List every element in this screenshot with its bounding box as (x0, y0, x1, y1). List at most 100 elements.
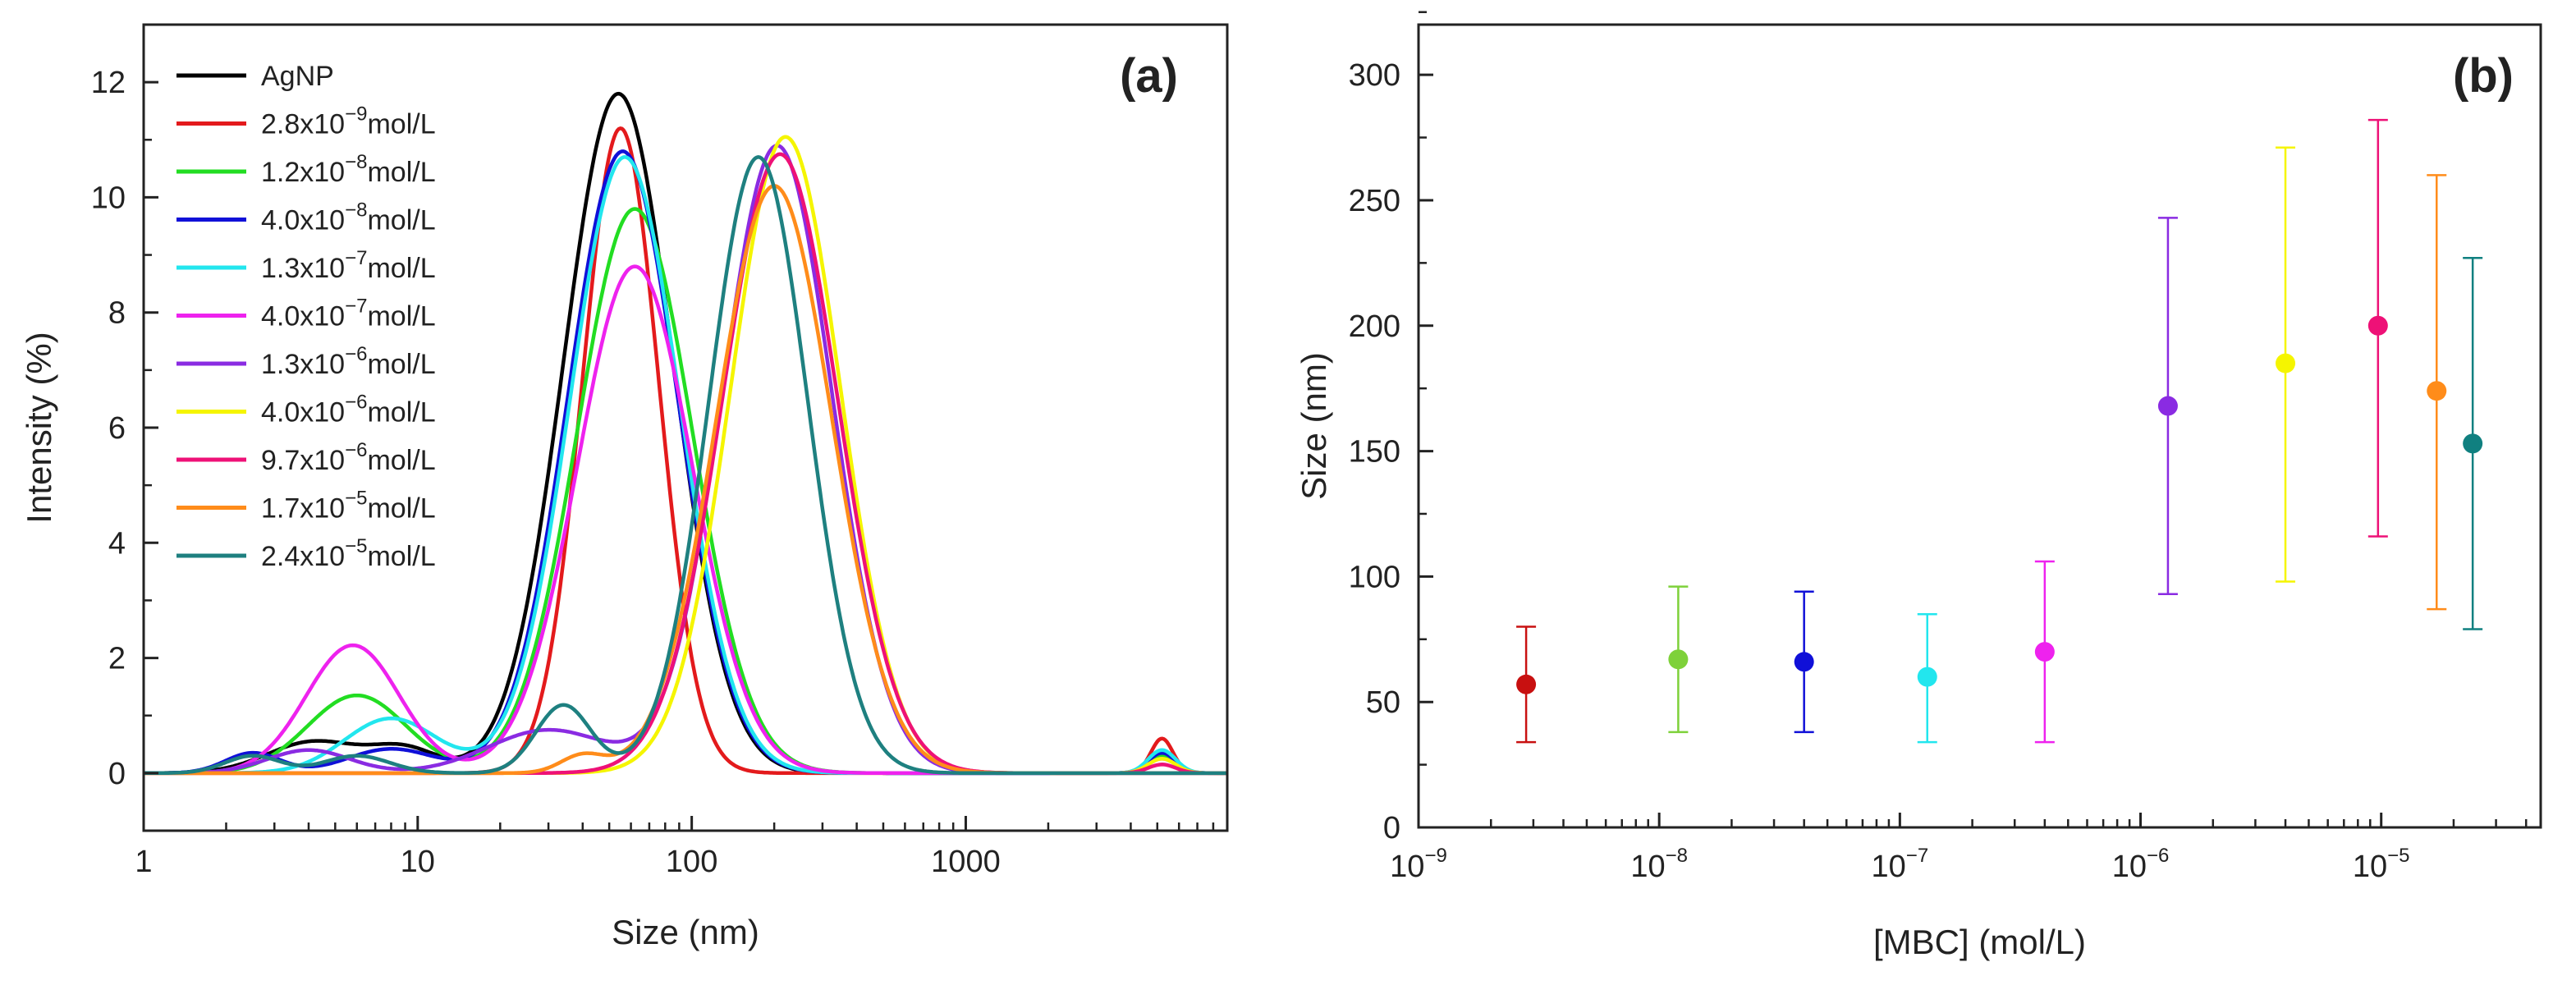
legend-mantissa: 1.3x10 (261, 253, 345, 284)
y-axis-title: Size (nm) (1295, 352, 1333, 500)
y-tick-label: 0 (1383, 811, 1400, 845)
x-tick-label: 100 (666, 845, 717, 879)
y-tick-label: 150 (1349, 435, 1400, 470)
legend-unit: mol/L (367, 109, 435, 140)
y-tick-label: 0 (108, 757, 126, 791)
y-tick-label: 12 (91, 66, 126, 100)
legend-entry-5: 4.0x10−7mol/L (261, 296, 436, 332)
legend-entry-2: 1.2x10−8mol/L (261, 151, 436, 188)
legend-exponent: −7 (345, 247, 367, 269)
x-axis-title: Size (nm) (612, 913, 759, 951)
panel-label-b: (b) (2453, 49, 2514, 103)
y-tick-label: 300 (1349, 58, 1400, 93)
y-tick-label: 50 (1366, 685, 1400, 720)
legend-exponent: −6 (345, 392, 367, 414)
data-point (2034, 642, 2055, 662)
legend-mantissa: 1.2x10 (261, 157, 345, 188)
x-tick-mantissa: 10 (2112, 850, 2147, 884)
panel-a-line-chart: 1 10 100 1000 0 2 4 6 8 10 12 Size (nm) Intensity (%… (20, 23, 1229, 951)
legend-mantissa: 4.0x10 (261, 205, 345, 236)
data-point (2463, 433, 2483, 454)
legend-unit: mol/L (367, 157, 435, 188)
legend-unit: mol/L (367, 301, 435, 332)
panel-label-a: (a) (1120, 49, 1178, 103)
legend-unit: mol/L (367, 349, 435, 380)
x-tick-exponent: −6 (2147, 845, 2169, 867)
y-tick-label: 250 (1349, 184, 1400, 218)
data-point (2427, 381, 2447, 401)
y-axis-title: Intensity (%) (20, 332, 58, 523)
legend-entry-8: 9.7x10−6mol/L (261, 439, 436, 476)
x-tick-label: 1 (135, 845, 152, 879)
y-tick-label: 200 (1349, 309, 1400, 344)
series-lines (144, 91, 1227, 776)
y-tick-label: 2 (108, 642, 126, 676)
legend-mantissa: 4.0x10 (261, 301, 345, 332)
x-tick-exponent: −9 (1424, 845, 1446, 867)
legend-unit: mol/L (367, 541, 435, 572)
legend-exponent: −8 (345, 151, 367, 173)
legend-entry-3: 4.0x10−8mol/L (261, 199, 436, 236)
data-point (1917, 667, 1937, 687)
x-tick-exponent: −5 (2387, 845, 2409, 867)
x-tick-mantissa: 10 (1630, 850, 1665, 884)
data-point (1668, 649, 1689, 670)
x-tick-mantissa: 10 (1872, 850, 1906, 884)
legend-exponent: −6 (345, 439, 367, 461)
data-point-group-3 (1917, 612, 1937, 744)
x-tick-label: 10−9 (1390, 845, 1447, 884)
data-point-group-4 (2034, 560, 2055, 744)
plot-frame-b (1417, 23, 2542, 829)
data-point-group-2 (1794, 590, 1814, 734)
panel-b-scatter-chart: 10−9 10−8 10−7 10−6 10−5050100150200250300[M… (1295, 11, 2542, 961)
legend-entry-7: 4.0x10−6mol/L (261, 392, 436, 428)
x-tick-mantissa: 10 (2353, 850, 2387, 884)
legend-exponent: −7 (345, 296, 367, 318)
data-point-group-9 (2463, 256, 2483, 630)
legend-a: AgNP2.8x10−9mol/L1.2x10−8mol/L4.0x10−8mo… (176, 61, 436, 572)
y-tick-label: 6 (108, 411, 126, 446)
legend-mantissa: 1.7x10 (261, 493, 345, 525)
legend-label: AgNP (261, 61, 334, 92)
series-line-10 (144, 155, 1227, 776)
legend-mantissa: 2.8x10 (261, 109, 345, 140)
data-point-group-1 (1668, 585, 1689, 734)
data-point (1516, 674, 1537, 694)
x-tick-exponent: −7 (1906, 845, 1928, 867)
legend-exponent: −8 (345, 199, 367, 222)
data-point-group-0 (1516, 625, 1537, 744)
legend-exponent: −5 (345, 488, 367, 510)
x-tick-label: 10−5 (2353, 845, 2410, 884)
legend-entry-6: 1.3x10−6mol/L (261, 343, 436, 380)
legend-entry-1: 2.8x10−9mol/L (261, 103, 436, 140)
data-point (1794, 652, 1814, 672)
data-point (2157, 396, 2178, 416)
x-tick-label: 10−7 (1872, 845, 1929, 884)
legend-entry-4: 1.3x10−7mol/L (261, 247, 436, 284)
legend-unit: mol/L (367, 205, 435, 236)
data-point-group-7 (2367, 118, 2388, 538)
legend-exponent: −6 (345, 343, 367, 365)
y-tick-label: 10 (91, 181, 126, 215)
data-point (2276, 353, 2296, 373)
legend-mantissa: 4.0x10 (261, 397, 345, 428)
legend-mantissa: 1.3x10 (261, 349, 345, 380)
legend-exponent: −5 (345, 535, 367, 557)
x-axis-title: [MBC] (mol/L) (1873, 923, 2086, 961)
data-point-group-5 (2157, 217, 2178, 596)
x-tick-label: 1000 (931, 845, 1001, 879)
y-tick-label: 100 (1349, 560, 1400, 594)
legend-unit: mol/L (367, 445, 435, 476)
x-tick-mantissa: 10 (1390, 850, 1424, 884)
legend-unit: mol/L (367, 253, 435, 284)
legend-unit: mol/L (367, 397, 435, 428)
data-point-group-8 (2427, 174, 2447, 611)
legend-mantissa: 9.7x10 (261, 445, 345, 476)
data-point-group-6 (2276, 146, 2296, 583)
y-tick-label: 8 (108, 296, 126, 331)
x-tick-label: 10 (401, 845, 435, 879)
y-tick-label: 4 (108, 526, 126, 561)
x-tick-label: 10−8 (1630, 845, 1688, 884)
x-tick-label: 10−6 (2112, 845, 2170, 884)
